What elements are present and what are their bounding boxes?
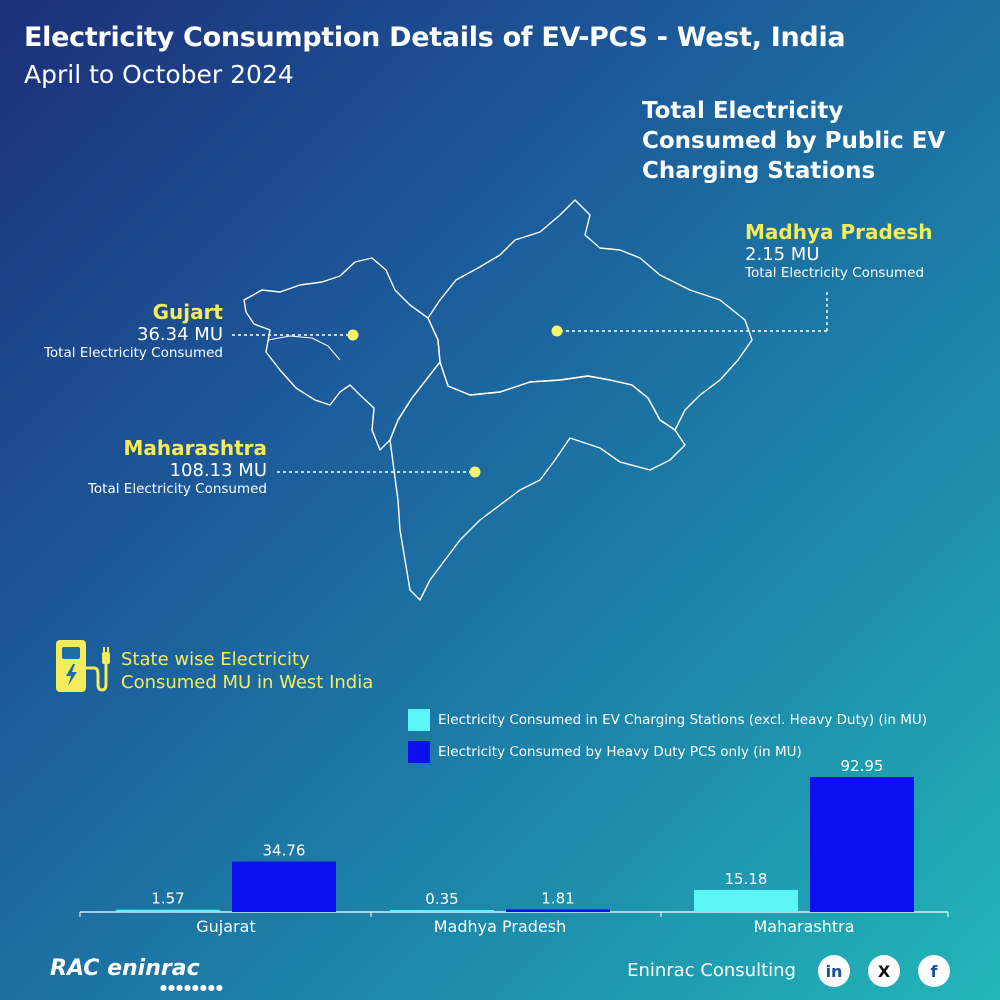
madhya-pradesh-name: Madhya Pradesh bbox=[745, 220, 933, 244]
facebook-icon[interactable]: f bbox=[918, 955, 950, 987]
maharashtra-caption: Total Electricity Consumed bbox=[87, 481, 267, 497]
gujarat-outline bbox=[243, 257, 441, 451]
gujarat-value: 36.34 MU bbox=[137, 324, 223, 345]
bar-dark-2 bbox=[810, 777, 914, 912]
gujarat-name: Gujart bbox=[152, 300, 223, 324]
bar-dark-0 bbox=[232, 861, 336, 912]
legend-item-light: Electricity Consumed in EV Charging Stat… bbox=[408, 709, 927, 731]
bar-light-0 bbox=[116, 909, 220, 912]
maharashtra-outline bbox=[389, 361, 686, 601]
madhya-pradesh-caption: Total Electricity Consumed bbox=[745, 265, 925, 281]
map-heading: Total Electricity Consumed by Public EV … bbox=[642, 98, 946, 184]
gujarat-callout: Gujart 36.34 MU Total Electricity Consum… bbox=[44, 300, 223, 361]
category-label: Gujarat bbox=[196, 917, 255, 936]
madhya-pradesh-value: 2.15 MU bbox=[745, 244, 820, 265]
bar-heading-line2: Consumed MU in West India bbox=[121, 672, 374, 693]
legend-label-light: Electricity Consumed in EV Charging Stat… bbox=[438, 712, 928, 728]
category-label: Madhya Pradesh bbox=[434, 917, 567, 936]
x-icon[interactable]: X bbox=[868, 955, 900, 987]
bar-value-label: 34.76 bbox=[263, 842, 306, 860]
maharashtra-name: Maharashtra bbox=[123, 436, 267, 460]
x-glyph: X bbox=[877, 961, 891, 981]
madhya-pradesh-marker bbox=[551, 325, 563, 337]
bar-heading-line1: State wise Electricity bbox=[121, 649, 310, 670]
footer-brand: Eninrac Consulting bbox=[627, 960, 796, 981]
bar-value-label: 0.35 bbox=[425, 890, 458, 908]
linkedin-glyph: in bbox=[825, 961, 843, 981]
eninrac-logo: RAC eninrac bbox=[50, 956, 200, 981]
gujarat-marker bbox=[347, 329, 359, 341]
bar-chart: 1.57 0.35 15.18 34.76 1.81 92.95 Gujarat Madhya… bbox=[79, 760, 949, 936]
category-label: Maharashtra bbox=[753, 917, 854, 936]
legend-label-dark: Electricity Consumed by Heavy Duty PCS o… bbox=[438, 744, 802, 760]
bar-value-label: 15.18 bbox=[725, 870, 768, 888]
bar-value-label: 92.95 bbox=[841, 760, 884, 775]
bar-light-1 bbox=[390, 910, 494, 912]
page-title: Electricity Consumption Details of EV-PC… bbox=[24, 22, 846, 53]
facebook-glyph: f bbox=[930, 961, 938, 981]
gujarat-caption: Total Electricity Consumed bbox=[43, 345, 223, 361]
bar-value-label: 1.57 bbox=[151, 890, 184, 908]
madhya-pradesh-callout: Madhya Pradesh 2.15 MU Total Electricity… bbox=[745, 220, 933, 281]
ev-charger-icon bbox=[56, 640, 110, 692]
linkedin-icon[interactable]: in bbox=[818, 955, 850, 987]
page-subtitle: April to October 2024 bbox=[24, 60, 294, 89]
west-india-map bbox=[243, 199, 753, 601]
maharashtra-marker bbox=[469, 466, 481, 478]
madhya-pradesh-outline bbox=[427, 199, 753, 431]
bar-dark-1 bbox=[506, 909, 610, 912]
maharashtra-value: 108.13 MU bbox=[169, 460, 267, 481]
bar-light-2 bbox=[694, 889, 798, 912]
bar-chart-heading: State wise Electricity Consumed MU in We… bbox=[121, 648, 373, 694]
maharashtra-callout: Maharashtra 108.13 MU Total Electricity … bbox=[88, 436, 267, 497]
bar-value-label: 1.81 bbox=[541, 889, 574, 907]
legend-item-dark: Electricity Consumed by Heavy Duty PCS o… bbox=[408, 741, 802, 763]
legend-swatch-dark bbox=[408, 741, 430, 763]
legend-swatch-light bbox=[408, 709, 430, 731]
logo-dots: ●●●●●●●● bbox=[160, 983, 224, 992]
